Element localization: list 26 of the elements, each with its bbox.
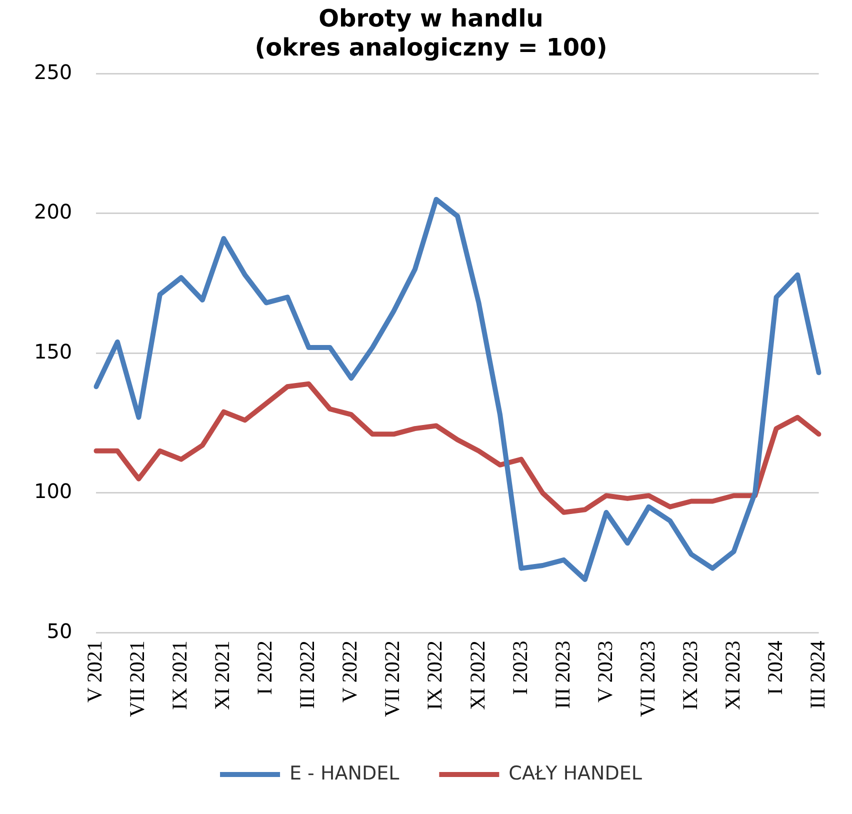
x-tick-label: XI 2022: [465, 640, 490, 710]
x-tick-label: VII 2022: [380, 640, 404, 718]
x-tick-label: V 2023: [592, 640, 617, 703]
chart-title: Obroty w handlu (okres analogiczny = 100): [254, 4, 608, 62]
x-tick-label: IX 2021: [168, 640, 192, 710]
y-tick-label: 100: [34, 479, 72, 504]
x-tick-label: XI 2021: [210, 640, 234, 710]
x-tick-label: III 2022: [295, 640, 320, 709]
x-tick-label: IX 2022: [422, 640, 447, 710]
x-tick-label: III 2024: [805, 640, 830, 709]
y-tick-label: 150: [34, 339, 72, 364]
x-tick-label: XI 2023: [720, 640, 744, 710]
x-tick-label: I 2023: [508, 640, 532, 695]
x-tick-label: I 2024: [762, 640, 787, 695]
x-tick-label: I 2022: [252, 640, 277, 695]
legend-label: CAŁY HANDEL: [508, 762, 642, 784]
y-tick-label: 50: [46, 618, 72, 643]
x-tick-label: III 2023: [550, 640, 574, 709]
x-tick-label: IX 2023: [678, 640, 702, 710]
x-tick-label: VII 2021: [125, 640, 150, 718]
x-tick-label: VII 2023: [635, 640, 660, 718]
x-tick-label: V 2022: [338, 640, 362, 703]
y-tick-label: 200: [34, 200, 72, 224]
x-tick-label: V 2021: [82, 640, 107, 703]
y-tick-label: 250: [34, 60, 72, 84]
legend-label: E - HANDEL: [290, 762, 400, 784]
